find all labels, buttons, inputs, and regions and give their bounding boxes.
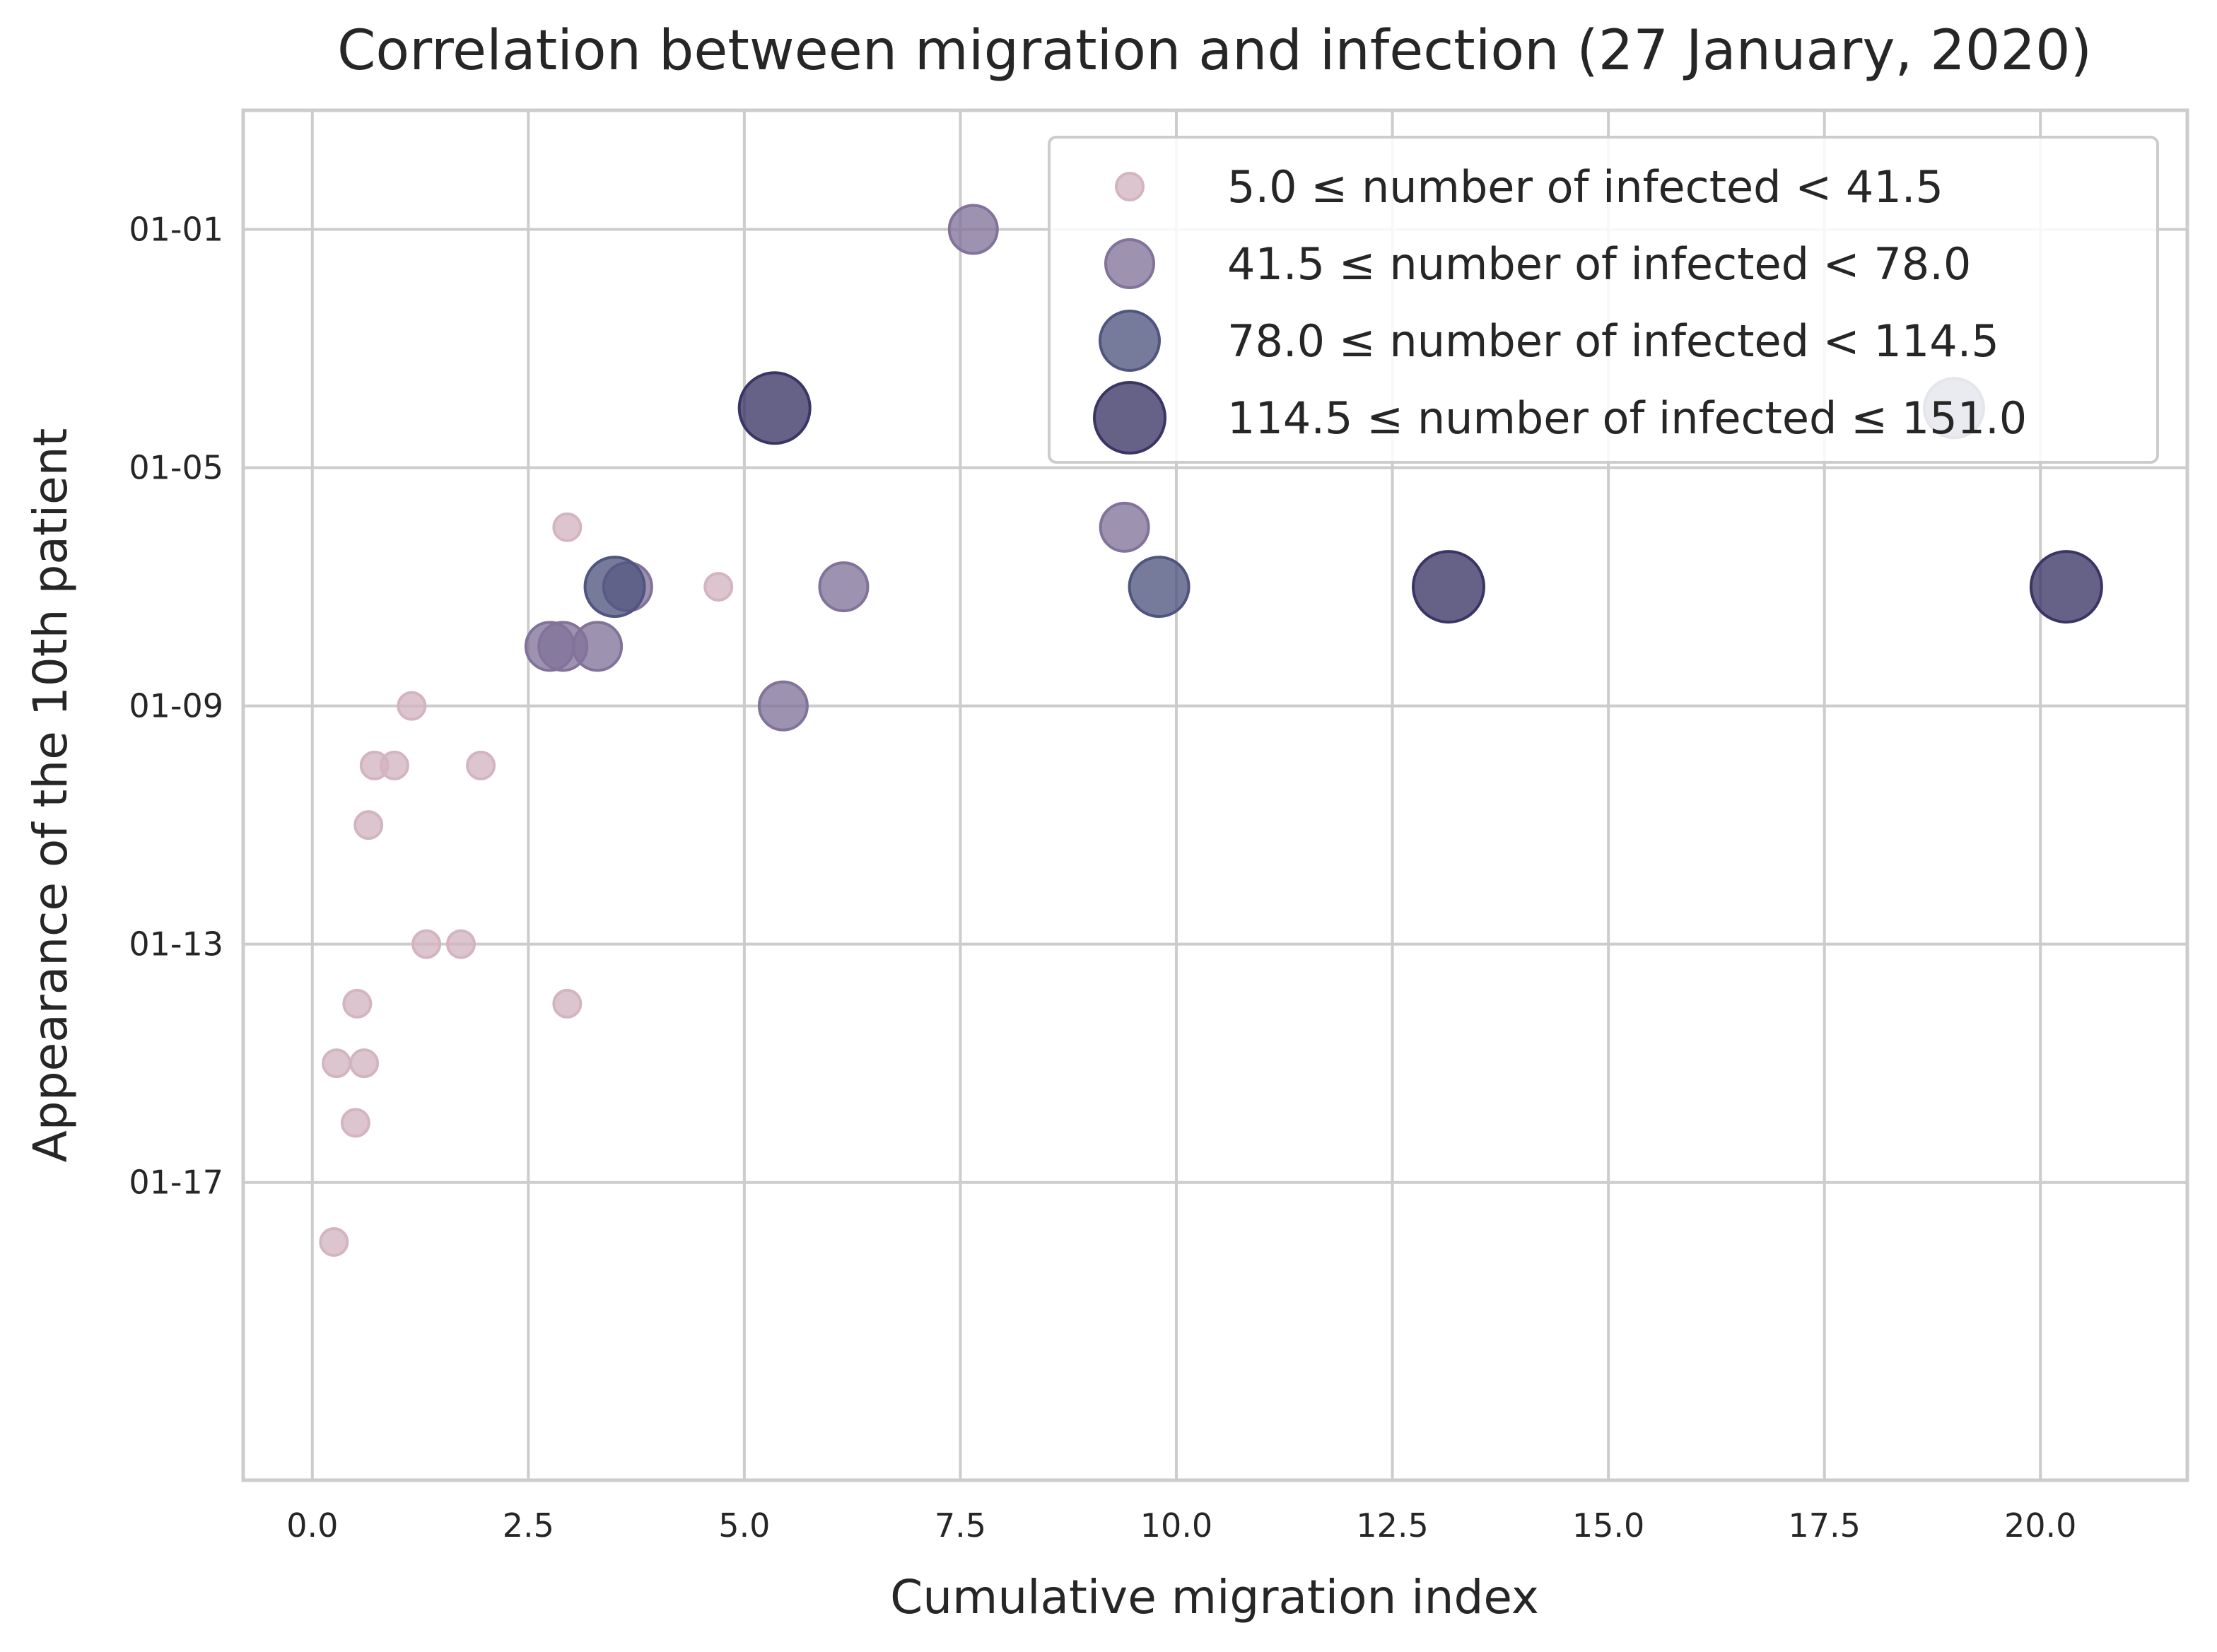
x-tick-label: 0.0 [286, 1506, 338, 1545]
x-axis-label: Cumulative migration index [890, 1570, 1539, 1624]
data-point [1413, 551, 1484, 622]
data-point [320, 1229, 347, 1255]
data-point [344, 990, 370, 1017]
y-tick-label: 01-17 [129, 1164, 223, 1202]
legend-entry: 114.5 ≤ number of infected ≤ 151.0 [1094, 382, 2027, 453]
data-point [554, 514, 580, 541]
data-point [1101, 503, 1149, 551]
legend-marker [1100, 311, 1159, 370]
y-tick-label: 01-09 [129, 687, 223, 725]
data-point [1130, 557, 1189, 616]
x-tick-label: 12.5 [1356, 1506, 1428, 1545]
x-tick-label: 5.0 [718, 1506, 770, 1545]
y-tick-label: 01-01 [129, 211, 223, 249]
data-point [759, 682, 807, 730]
data-point [585, 557, 645, 616]
legend-marker [1106, 240, 1154, 288]
data-point [554, 990, 580, 1017]
data-point [381, 752, 408, 779]
legend-label: 78.0 ≤ number of infected < 114.5 [1227, 315, 1999, 367]
x-tick-label: 17.5 [1788, 1506, 1860, 1545]
x-tick-label: 10.0 [1140, 1506, 1212, 1545]
legend-entry: 41.5 ≤ number of infected < 78.0 [1106, 238, 1971, 290]
data-point [467, 752, 494, 779]
y-tick-label: 01-13 [129, 925, 223, 963]
legend-marker [1116, 173, 1143, 200]
legend-entry: 78.0 ≤ number of infected < 114.5 [1100, 311, 1999, 370]
data-point [949, 206, 998, 254]
legend-label: 114.5 ≤ number of infected ≤ 151.0 [1227, 392, 2027, 444]
x-tick-label: 7.5 [935, 1506, 986, 1545]
chart-title: Correlation between migration and infect… [337, 19, 2092, 83]
legend-marker [1094, 382, 1165, 453]
data-point [413, 931, 440, 958]
data-point [739, 373, 810, 443]
data-point [2031, 551, 2102, 622]
data-point [323, 1050, 350, 1077]
data-point [355, 812, 382, 838]
legend-label: 5.0 ≤ number of infected < 41.5 [1227, 161, 1943, 213]
data-point [705, 573, 732, 600]
data-point [819, 563, 867, 611]
legend-label: 41.5 ≤ number of infected < 78.0 [1227, 238, 1971, 290]
data-point [398, 693, 425, 720]
legend-entry: 5.0 ≤ number of infected < 41.5 [1116, 161, 1943, 213]
y-axis-label: Appearance of the 10th patient [23, 428, 78, 1163]
x-tick-label: 2.5 [503, 1506, 554, 1545]
x-tick-label: 20.0 [2004, 1506, 2076, 1545]
data-point [342, 1109, 369, 1136]
legend: 5.0 ≤ number of infected < 41.5 41.5 ≤ nu… [1049, 137, 2158, 462]
data-point [351, 1050, 378, 1077]
data-point [448, 931, 474, 958]
y-tick-label: 01-05 [129, 449, 223, 487]
data-point [573, 622, 621, 670]
x-tick-label: 15.0 [1572, 1506, 1644, 1545]
